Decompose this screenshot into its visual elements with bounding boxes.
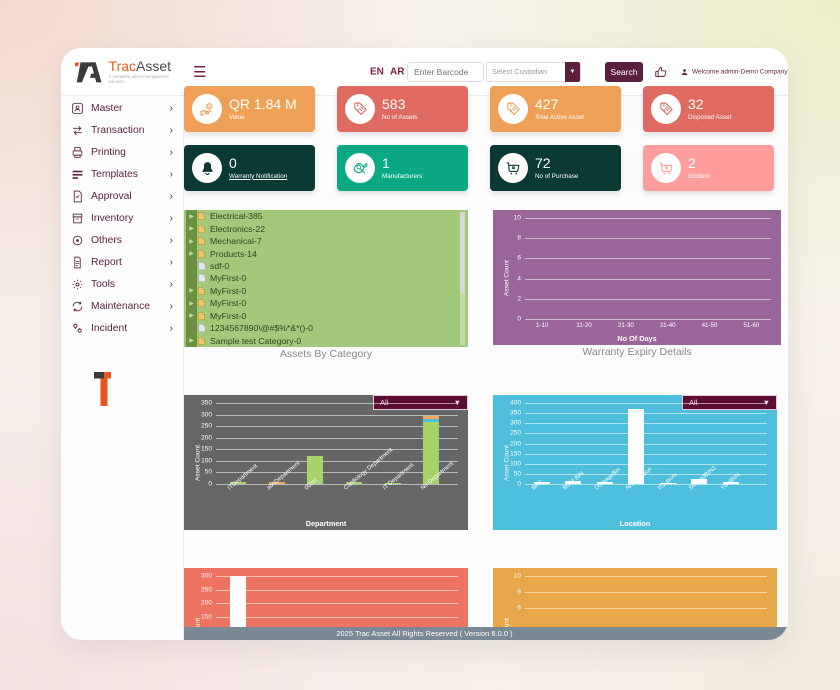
svg-text:$: $ [208,104,210,108]
svg-text:$: $ [512,168,513,170]
svg-text:$: $ [665,168,666,170]
